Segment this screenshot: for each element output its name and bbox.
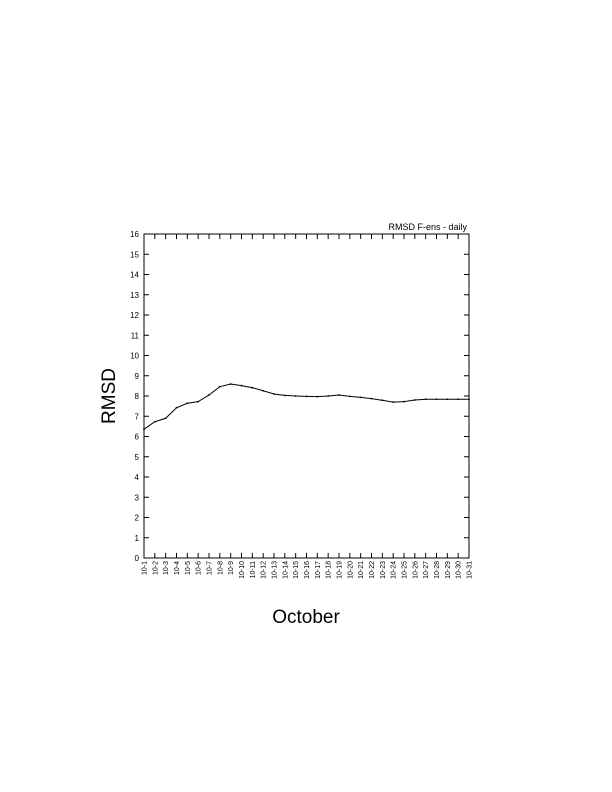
y-tick-label: 8 [135, 392, 140, 401]
x-tick-label: 10-18 [326, 561, 333, 579]
y-tick-label: 15 [130, 250, 139, 259]
y-tick-label: 1 [135, 534, 140, 543]
data-point [186, 402, 189, 405]
x-tick-label: 10-11 [250, 561, 257, 578]
y-tick-label: 4 [135, 473, 140, 482]
x-tick-label: 10-6 [196, 561, 203, 575]
data-point [424, 398, 427, 401]
data-point [381, 399, 384, 402]
data-point [197, 400, 200, 403]
x-tick-label: 10-4 [174, 561, 181, 575]
x-tick-label: 10-28 [434, 561, 441, 579]
data-point [218, 385, 221, 388]
data-point [251, 386, 254, 389]
x-tick-label: 10-15 [293, 561, 300, 579]
data-point [143, 428, 145, 431]
y-tick-label: 11 [131, 331, 140, 340]
x-axis-label: October [272, 607, 340, 628]
y-tick-label: 16 [130, 230, 139, 239]
data-point [294, 395, 297, 397]
data-point [229, 383, 232, 385]
data-point [164, 417, 167, 420]
data-point [316, 395, 319, 398]
data-point [338, 394, 340, 396]
y-tick-label: 13 [130, 291, 139, 300]
data-point [413, 399, 416, 401]
data-point [305, 395, 308, 398]
x-tick-label: 10-10 [239, 561, 246, 579]
y-tick-label: 6 [135, 433, 140, 442]
data-point [273, 393, 275, 395]
x-tick-label: 10-8 [217, 561, 224, 575]
y-tick-label: 2 [135, 514, 140, 523]
x-tick-label: 10-23 [380, 561, 387, 579]
data-point [283, 394, 286, 397]
x-tick-label: 10-9 [228, 561, 235, 575]
data-point [153, 420, 156, 423]
y-tick-label: 0 [135, 554, 140, 563]
x-tick-label: 10-19 [337, 561, 344, 579]
series-line [143, 383, 469, 430]
y-tick-label: 5 [135, 453, 140, 462]
data-point [240, 384, 243, 387]
y-tick-label: 12 [130, 311, 139, 320]
x-tick-label: 10-2 [152, 561, 159, 575]
data-point [446, 398, 449, 401]
x-tick-label: 10-29 [445, 561, 452, 579]
data-point [435, 398, 438, 401]
x-tick-label: 10-1 [142, 561, 149, 575]
data-point [208, 394, 210, 396]
x-tick-label: 10-26 [412, 561, 419, 579]
data-point [468, 398, 470, 401]
x-tick-label: 10-16 [304, 561, 311, 579]
x-tick-label: 10-17 [315, 561, 322, 579]
y-tick-label: 3 [135, 493, 140, 502]
x-tick-label: 10-22 [369, 561, 376, 579]
data-point [175, 406, 178, 409]
y-tick-label: 9 [135, 372, 140, 381]
x-tick-label: 10-25 [402, 561, 409, 579]
data-point [262, 389, 265, 392]
x-tick-label: 10-5 [185, 561, 192, 575]
x-tick-label: 10-30 [456, 561, 463, 579]
y-tick-label: 7 [135, 412, 140, 421]
chart-title: RMSD F-ens - daily [388, 222, 467, 232]
x-tick-label: 10-20 [347, 561, 354, 579]
data-point [370, 397, 373, 400]
y-tick-label: 14 [130, 271, 139, 280]
y-tick-label: 10 [130, 352, 139, 361]
x-tick-label: 10-24 [391, 561, 398, 579]
data-point [403, 400, 405, 403]
data-point [457, 398, 460, 401]
y-axis-label: RMSD [99, 368, 120, 424]
x-tick-label: 10-31 [467, 561, 474, 579]
x-tick-label: 10-7 [207, 561, 214, 575]
x-tick-label: 10-13 [272, 561, 279, 579]
x-tick-label: 10-14 [282, 561, 289, 579]
data-point [348, 395, 351, 398]
x-tick-label: 10-12 [261, 561, 268, 579]
data-point [359, 396, 362, 399]
data-point [392, 401, 395, 403]
data-point [327, 395, 330, 397]
x-tick-label: 10-27 [423, 561, 430, 579]
x-tick-label: 10-3 [163, 561, 170, 575]
x-tick-label: 10-21 [358, 561, 365, 579]
